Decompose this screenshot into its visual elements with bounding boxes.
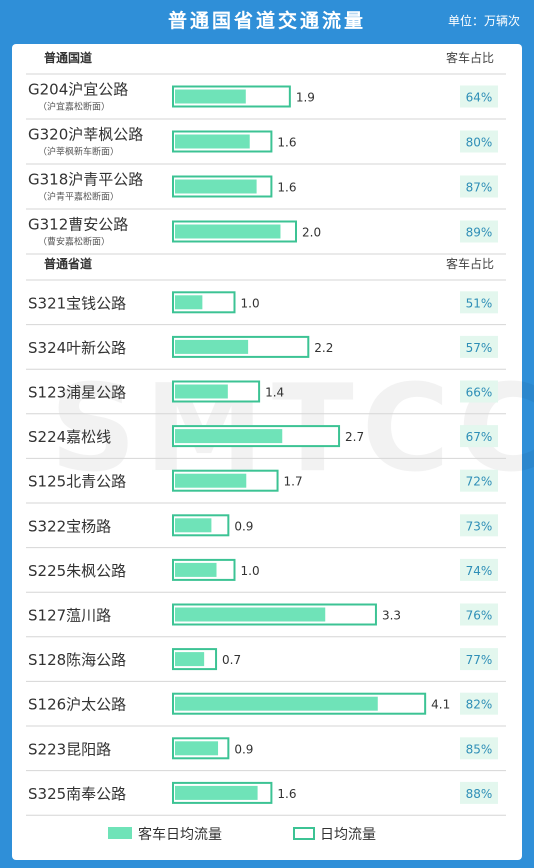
passenger-bar <box>175 785 258 800</box>
group-title-0: 普通国道 <box>44 50 92 65</box>
road-name: S321宝钱公路 <box>28 294 126 312</box>
road-name: S123浦星公路 <box>28 384 126 402</box>
road-section: （沪宜嘉松断面） <box>38 101 110 113</box>
passenger-bar <box>175 429 283 444</box>
road-section: （沪青平嘉松断面） <box>38 191 119 203</box>
passenger-bar <box>175 339 249 354</box>
value-label: 1.6 <box>277 136 296 150</box>
legend-swatch-total <box>293 827 315 840</box>
share-badge <box>460 692 498 715</box>
share-value: 88% <box>466 787 493 801</box>
share-value: 57% <box>466 341 493 355</box>
unit-label: 单位：万辆次 <box>447 14 520 28</box>
value-label: 1.6 <box>277 787 296 801</box>
road-section: （曹安嘉松断面） <box>38 236 110 248</box>
share-badge <box>460 514 498 537</box>
share-badge <box>460 469 498 492</box>
value-label: 3.3 <box>382 609 401 623</box>
value-label: 4.1 <box>431 698 450 712</box>
share-header-0: 客车占比 <box>446 50 494 65</box>
road-name: S126沪太公路 <box>28 696 126 714</box>
share-badge <box>460 648 498 671</box>
road-name: G204沪宜公路 <box>28 81 128 99</box>
share-badge <box>460 335 498 358</box>
share-value: 85% <box>466 742 493 756</box>
share-value: 72% <box>466 475 493 489</box>
passenger-bar <box>175 89 246 104</box>
passenger-bar <box>175 607 326 622</box>
share-badge <box>460 175 498 198</box>
share-badge <box>460 781 498 804</box>
value-label: 1.7 <box>284 475 303 489</box>
road-name: S125北青公路 <box>28 473 126 491</box>
value-label: 1.0 <box>241 564 260 578</box>
header-bar: 普通国省道交通流量 单位：万辆次 <box>0 0 534 40</box>
road-name: S225朱枫公路 <box>28 562 126 580</box>
value-label: 1.9 <box>296 91 315 105</box>
share-badge <box>460 558 498 581</box>
passenger-bar <box>175 134 250 149</box>
share-badge <box>460 291 498 314</box>
value-label: 2.0 <box>302 226 321 240</box>
value-label: 1.6 <box>277 181 296 195</box>
legend-label-total: 日均流量 <box>320 827 376 843</box>
passenger-bar <box>175 652 205 667</box>
road-name: G318沪青平公路 <box>28 171 143 189</box>
share-value: 82% <box>466 698 493 712</box>
value-label: 2.7 <box>345 430 364 444</box>
road-name: S325南奉公路 <box>28 785 126 803</box>
share-value: 66% <box>466 386 493 400</box>
road-name: S322宝杨路 <box>28 517 111 535</box>
share-badge <box>460 130 498 153</box>
share-value: 67% <box>466 430 493 444</box>
value-label: 0.9 <box>234 519 253 533</box>
share-value: 76% <box>466 609 493 623</box>
passenger-bar <box>175 562 217 577</box>
road-name: G312曹安公路 <box>28 216 128 234</box>
passenger-bar <box>175 473 247 488</box>
passenger-bar <box>175 518 212 533</box>
legend-label-passenger: 客车日均流量 <box>138 826 222 843</box>
share-badge <box>460 220 498 243</box>
road-name: S224嘉松线 <box>28 428 111 446</box>
share-header-1: 客车占比 <box>446 256 494 271</box>
group-title-1: 普通省道 <box>44 256 92 271</box>
value-label: 0.9 <box>234 742 253 756</box>
share-value: 74% <box>466 564 493 578</box>
value-label: 0.7 <box>222 653 241 667</box>
passenger-bar <box>175 224 281 239</box>
chart-title: 普通国省道交通流量 <box>167 10 366 32</box>
share-value: 51% <box>466 296 493 310</box>
share-badge <box>460 380 498 403</box>
passenger-bar <box>175 295 203 310</box>
value-label: 2.2 <box>314 341 333 355</box>
road-name: S223昆阳路 <box>28 740 111 758</box>
share-value: 87% <box>466 181 493 195</box>
share-value: 80% <box>466 136 493 150</box>
passenger-bar <box>175 696 378 711</box>
share-value: 77% <box>466 653 493 667</box>
passenger-bar <box>175 741 219 756</box>
road-name: G320沪莘枫公路 <box>28 126 143 144</box>
road-section: （沪莘枫新车断面） <box>38 146 119 158</box>
value-label: 1.4 <box>265 386 284 400</box>
value-label: 1.0 <box>241 296 260 310</box>
road-name: S128陈海公路 <box>28 651 126 669</box>
share-badge <box>460 603 498 626</box>
share-badge <box>460 85 498 108</box>
legend-swatch-passenger <box>108 827 132 839</box>
share-badge <box>460 425 498 448</box>
passenger-bar <box>175 384 228 399</box>
share-value: 73% <box>466 519 493 533</box>
road-name: S127蕰川路 <box>28 607 111 625</box>
share-value: 89% <box>466 226 493 240</box>
share-badge <box>460 737 498 760</box>
passenger-bar <box>175 179 257 194</box>
road-name: S324叶新公路 <box>28 339 126 357</box>
share-value: 64% <box>466 91 493 105</box>
